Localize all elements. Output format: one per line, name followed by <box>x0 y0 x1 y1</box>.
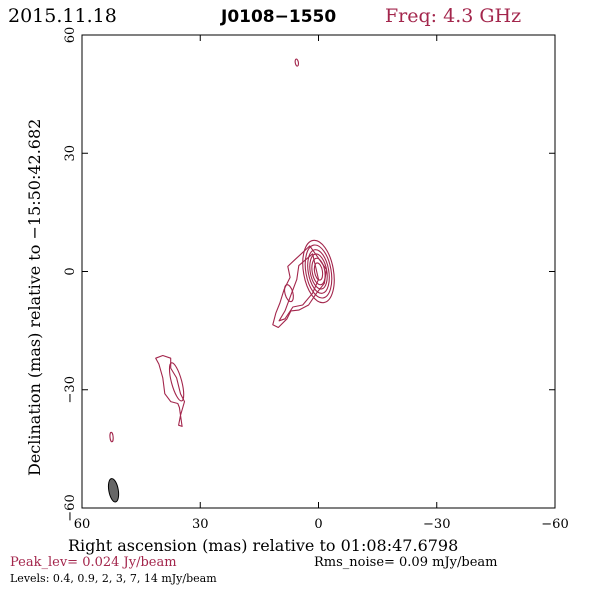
x-tick-label: 0 <box>314 517 322 532</box>
y-tick-label: −30 <box>63 376 78 403</box>
core-contour <box>304 244 333 299</box>
y-tick-label: 60 <box>63 27 78 44</box>
core-contour <box>311 257 326 286</box>
rms-noise: Rms_noise= 0.09 mJy/beam <box>314 555 497 570</box>
y-tick-label: 30 <box>63 145 78 162</box>
blob-north-contour <box>294 58 300 67</box>
knot-contour <box>168 362 185 402</box>
blob-southwest-contour <box>109 431 114 443</box>
observation-date: 2015.11.18 <box>8 5 117 27</box>
source-name: J0108−1550 <box>220 7 336 27</box>
contour-levels: Levels: 0.4, 0.9, 2, 3, 7, 14 mJy/beam <box>10 572 217 585</box>
y-axis-label: Declination (mas) relative to −15:50:42.… <box>25 119 44 476</box>
frequency-label: Freq: 4.3 GHz <box>385 5 521 27</box>
plot-frame <box>81 34 556 509</box>
core-contour <box>307 249 330 294</box>
axis-ticks <box>81 34 556 509</box>
y-tick-label: −60 <box>63 494 78 521</box>
x-tick-label: 30 <box>192 517 209 532</box>
peak-level: Peak_lev= 0.024 Jy/beam <box>10 555 177 570</box>
knot-outer-contour <box>155 354 186 427</box>
jet-inner-contour <box>278 253 320 322</box>
contour-group <box>107 58 335 503</box>
x-axis-label: Right ascension (mas) relative to 01:08:… <box>68 536 458 555</box>
jet-outer-contour <box>272 245 327 329</box>
x-tick-label: −30 <box>423 517 450 532</box>
y-tick-label: 0 <box>63 267 78 275</box>
core-contour <box>302 239 335 304</box>
x-tick-label: −60 <box>541 517 568 532</box>
x-tick-label: 60 <box>74 517 91 532</box>
beam-ellipse <box>107 478 120 503</box>
core-contour <box>313 262 324 281</box>
